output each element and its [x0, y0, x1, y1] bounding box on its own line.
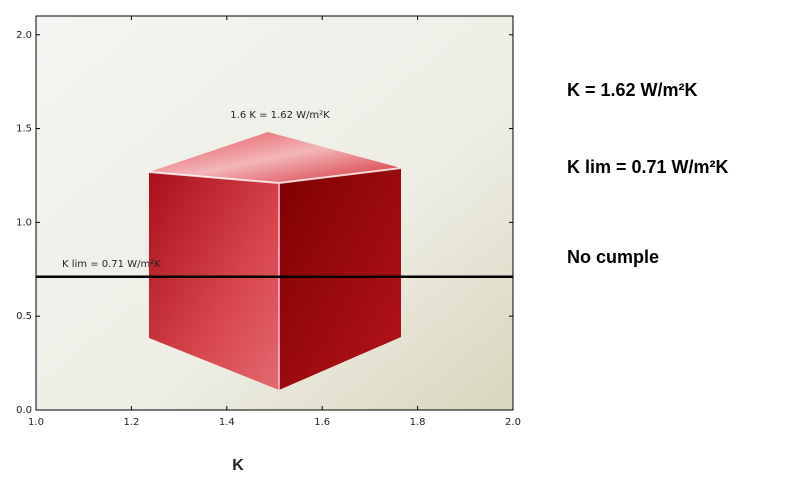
- result-text: K lim = 0.71 W/m²K: [567, 157, 729, 178]
- y-tick-label: 1.5: [16, 124, 32, 135]
- result-text: K = 1.62 W/m²K: [567, 80, 698, 101]
- page: 1.6 K = 1.62 W/m²K K 1.0 1.2 1.4 1.6 1.8 2.0 0…: [0, 0, 808, 477]
- chart: 1.6 K = 1.62 W/m²K K 1.0 1.2 1.4 1.6 1.8 2.0 0…: [0, 0, 808, 477]
- x-tick-label: 1.2: [123, 417, 139, 428]
- x-tick-label: 1.4: [219, 417, 235, 428]
- x-tick-label: 1.0: [28, 417, 44, 428]
- y-tick-label: 2.0: [16, 30, 32, 41]
- x-tick-label: 2.0: [505, 417, 521, 428]
- cube-illustration: [149, 132, 401, 390]
- y-tick-label: 1.0: [16, 217, 32, 228]
- y-tick-label: 0.5: [16, 311, 32, 322]
- x-tick-label: 1.6: [314, 417, 330, 428]
- reference-line-label: K lim = 0.71 W/m²K: [62, 259, 161, 270]
- result-text: No cumple: [567, 247, 659, 268]
- x-tick-label: 1.8: [410, 417, 426, 428]
- annotation: 1.6 K = 1.62 W/m²K: [230, 110, 330, 121]
- x-axis-label: K: [232, 457, 244, 474]
- y-tick-label: 0.0: [16, 405, 32, 416]
